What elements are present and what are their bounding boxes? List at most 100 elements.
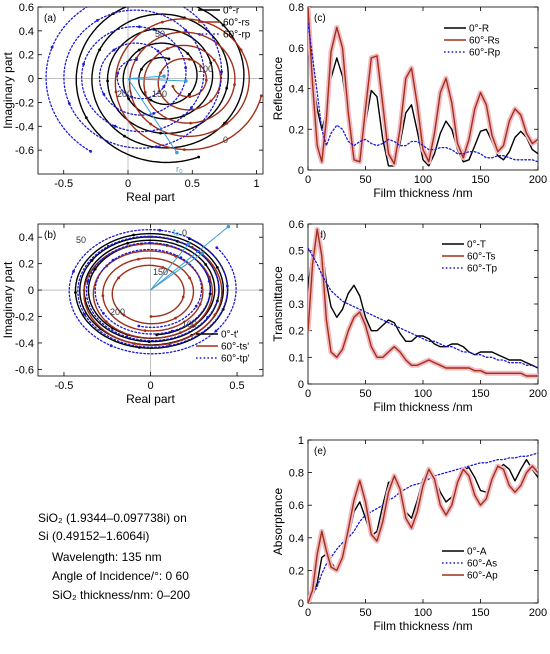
- series-marker: [113, 124, 117, 128]
- series-marker: [225, 86, 229, 90]
- series-marker: [181, 295, 185, 299]
- series-marker: [209, 99, 213, 103]
- series-marker: [179, 331, 182, 334]
- x-axis-label: Film thickness /nm: [373, 186, 472, 200]
- series-marker: [182, 148, 186, 152]
- caption-line-4: Angle of Incidence/°: 0 60: [52, 569, 189, 583]
- series-line: [308, 228, 538, 369]
- series-marker: [225, 121, 229, 125]
- y-tick-label: 0.6: [289, 500, 304, 512]
- series-line: [308, 247, 538, 369]
- y-axis-label: Reflectance: [271, 56, 285, 120]
- legend-label: 60°-rs: [223, 18, 250, 29]
- reflection-arrow: [150, 243, 189, 291]
- series-marker: [206, 316, 210, 319]
- x-tick-label: 150: [471, 607, 489, 619]
- panel-label: (c): [314, 13, 326, 24]
- series-marker: [239, 48, 243, 52]
- series-marker: [204, 263, 208, 266]
- series-marker: [162, 85, 166, 89]
- series-marker: [166, 47, 170, 50]
- series-marker: [67, 102, 71, 105]
- y-tick-label: -0.4: [15, 338, 34, 350]
- series-marker: [116, 72, 120, 75]
- series-marker: [207, 279, 211, 283]
- y-axis-label: Imaginary part: [1, 261, 15, 338]
- annotation-label: 0: [223, 135, 228, 145]
- series-marker: [84, 116, 88, 119]
- reflection-arrow: [127, 78, 186, 82]
- panel-label: (a): [44, 13, 56, 24]
- series-marker: [160, 20, 164, 24]
- y-tick-label: 1: [298, 435, 304, 447]
- x-axis-label: Real part: [126, 392, 175, 406]
- x-tick-label: 50: [359, 388, 371, 400]
- series-marker: [72, 270, 75, 273]
- x-tick-label: 100: [414, 388, 432, 400]
- series-marker: [174, 316, 177, 320]
- y-tick-label: 0.2: [289, 124, 304, 136]
- y-tick-label: 0.2: [19, 50, 34, 62]
- x-tick-label: -0.5: [54, 380, 73, 392]
- series-marker: [96, 19, 99, 22]
- x-tick-label: 0: [305, 607, 311, 619]
- annotation-label: 150: [153, 267, 168, 277]
- series-marker: [122, 313, 126, 317]
- y-tick-label: 0.4: [289, 533, 304, 545]
- series-marker: [112, 48, 116, 52]
- series-glow: [308, 7, 538, 167]
- x-tick-label: 150: [471, 174, 489, 186]
- series-marker: [130, 95, 134, 99]
- plot-area: [308, 7, 538, 167]
- series-marker: [215, 266, 219, 269]
- series-marker: [137, 257, 140, 261]
- series-marker: [117, 276, 120, 280]
- plot-area: [68, 224, 237, 355]
- series-marker: [168, 344, 172, 347]
- annotation-label: 100: [198, 64, 213, 74]
- caption-line-2: Si (0.49152–1.6064i): [38, 529, 149, 543]
- x-tick-label: 0: [305, 388, 311, 400]
- series-marker: [50, 45, 54, 49]
- series-marker: [188, 95, 192, 98]
- y-tick-label: 0: [298, 598, 304, 610]
- arrow-head: [175, 150, 179, 155]
- series-marker: [82, 62, 85, 66]
- series-line: [68, 229, 237, 355]
- series-marker: [170, 329, 174, 333]
- y-tick-label: 0.8: [289, 2, 304, 14]
- x-axis-label: Real part: [126, 190, 175, 204]
- legend-label: 0°-r: [223, 6, 240, 17]
- legend-label: 60°-Rs: [469, 36, 500, 47]
- y-tick-label: 0.6: [289, 43, 304, 55]
- y-tick-label: 0.4: [289, 84, 304, 96]
- series-marker: [159, 131, 163, 135]
- chart-c: 0 50 100 150 200 0 0.2 0.4 0.6 0.8 Film thickness …: [271, 2, 547, 200]
- chart-d: 0 50 100 150 200 0 0.1 0.2 0.3 0.4 0.5 0.6 Film thic…: [271, 219, 547, 414]
- y-tick-label: 0.5: [289, 246, 304, 258]
- x-tick-label: 0.5: [185, 178, 200, 190]
- legend-label: 60°-Tp: [467, 264, 498, 275]
- chart-b: -0.5 0 0.5 -0.6 -0.4 -0.2 0 0.2 0.4 Real part Imag…: [1, 223, 264, 406]
- caption-block: SiO₂ (1.9344–0.097738i) on Si (0.49152–1…: [38, 511, 190, 602]
- series-marker: [189, 121, 193, 125]
- series-marker: [204, 78, 208, 82]
- series-marker: [137, 48, 141, 52]
- y-tick-label: -0.6: [15, 145, 34, 157]
- series-marker: [83, 312, 86, 316]
- x-tick-label: 0.5: [229, 380, 244, 392]
- x-tick-label: 200: [529, 607, 547, 619]
- series-marker: [158, 228, 162, 232]
- legend-label: 60°-rp: [223, 30, 251, 41]
- caption-line-3: Wavelength: 135 nm: [52, 550, 162, 564]
- y-tick-label: 0.2: [19, 259, 34, 271]
- panel-label: (b): [44, 230, 56, 241]
- y-tick-label: 0.4: [289, 272, 304, 284]
- series-marker: [197, 155, 201, 159]
- legend-label: 0°-R: [469, 24, 489, 35]
- series-marker: [225, 284, 229, 288]
- plot-area: [45, 7, 263, 164]
